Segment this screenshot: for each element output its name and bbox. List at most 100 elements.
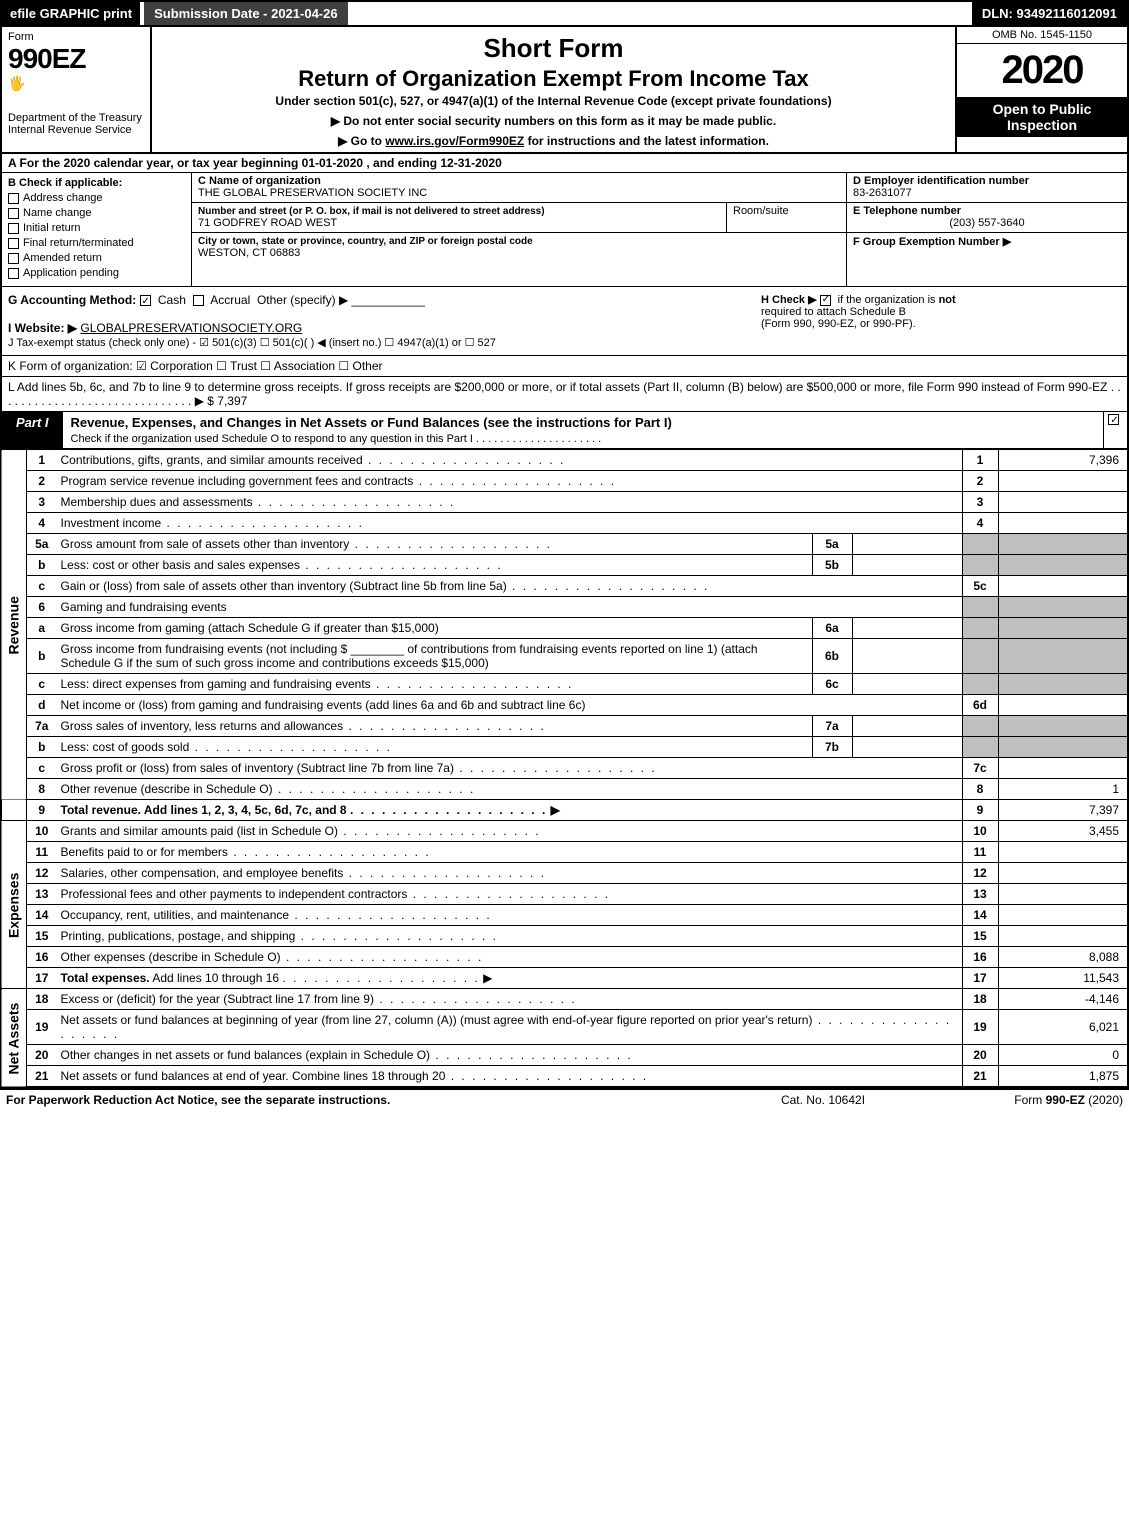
line-1-value: 7,396 xyxy=(998,450,1128,471)
row-k: K Form of organization: ☑ Corporation ☐ … xyxy=(0,356,1129,377)
line-15: 15 Printing, publications, postage, and … xyxy=(1,926,1128,947)
group-label: F Group Exemption Number ▶ xyxy=(853,236,1011,248)
org-name-label: C Name of organization xyxy=(198,175,321,187)
col-c-orginfo: C Name of organization THE GLOBAL PRESER… xyxy=(192,173,847,286)
ssn-note: ▶ Do not enter social security numbers o… xyxy=(160,114,947,128)
omb-number: OMB No. 1545-1150 xyxy=(957,27,1127,44)
check-initial-return[interactable]: Initial return xyxy=(8,222,185,234)
line-5c: c Gain or (loss) from sale of assets oth… xyxy=(1,576,1128,597)
line-19: 19 Net assets or fund balances at beginn… xyxy=(1,1010,1128,1045)
city-label: City or town, state or province, country… xyxy=(198,236,533,247)
h-text3: (Form 990, 990-EZ, or 990-PF). xyxy=(761,318,916,330)
revenue-vlabel: Revenue xyxy=(1,450,27,800)
irs-label: Internal Revenue Service xyxy=(8,124,144,136)
check-accrual[interactable] xyxy=(193,295,204,306)
h-text2: required to attach Schedule B xyxy=(761,306,906,318)
line-10-value: 3,455 xyxy=(998,821,1128,842)
check-final-return[interactable]: Final return/terminated xyxy=(8,237,185,249)
short-form-title: Short Form xyxy=(160,33,947,64)
line-18: Net Assets 18 Excess or (deficit) for th… xyxy=(1,989,1128,1010)
line-13: 13 Professional fees and other payments … xyxy=(1,884,1128,905)
tax-exempt-status: J Tax-exempt status (check only one) - ☑… xyxy=(8,337,496,349)
check-address-change[interactable]: Address change xyxy=(8,192,185,204)
row-l: L Add lines 5b, 6c, and 7b to line 9 to … xyxy=(0,377,1129,411)
line-6a: a Gross income from gaming (attach Sched… xyxy=(1,618,1128,639)
row-l-text: L Add lines 5b, 6c, and 7b to line 9 to … xyxy=(8,380,1121,408)
header-left: Form 990EZ 🖐 Department of the Treasury … xyxy=(2,27,152,152)
part-i-label: Part I xyxy=(2,412,63,448)
subtitle: Under section 501(c), 527, or 4947(a)(1)… xyxy=(160,94,947,108)
row-l-amount: 7,397 xyxy=(217,394,247,408)
group-exemption-cell: F Group Exemption Number ▶ xyxy=(847,233,1127,263)
line-6d: d Net income or (loss) from gaming and f… xyxy=(1,695,1128,716)
expenses-vlabel: Expenses xyxy=(1,821,27,989)
line-8: 8 Other revenue (describe in Schedule O)… xyxy=(1,779,1128,800)
check-name-change[interactable]: Name change xyxy=(8,207,185,219)
check-application-pending[interactable]: Application pending xyxy=(8,267,185,279)
line-16-value: 8,088 xyxy=(998,947,1128,968)
header-center: Short Form Return of Organization Exempt… xyxy=(152,27,957,152)
row-h: H Check ▶ if the organization is not req… xyxy=(761,293,1121,349)
part-i-check[interactable] xyxy=(1103,412,1127,448)
website-label: I Website: ▶ xyxy=(8,321,77,335)
line-6c: c Less: direct expenses from gaming and … xyxy=(1,674,1128,695)
h-text-not: if the organization is not xyxy=(838,294,956,306)
line-7c: c Gross profit or (loss) from sales of i… xyxy=(1,758,1128,779)
row-a-taxyear: A For the 2020 calendar year, or tax yea… xyxy=(0,154,1129,173)
phone-value: (203) 557-3640 xyxy=(853,217,1121,229)
g-label: G Accounting Method: xyxy=(8,293,136,307)
col-b-checkboxes: B Check if applicable: Address change Na… xyxy=(2,173,192,286)
part-i-title: Revenue, Expenses, and Changes in Net As… xyxy=(63,412,1103,448)
ein-label: D Employer identification number xyxy=(853,175,1029,187)
col-d-right: D Employer identification number 83-2631… xyxy=(847,173,1127,286)
addr-label: Number and street (or P. O. box, if mail… xyxy=(198,206,545,217)
ein-cell: D Employer identification number 83-2631… xyxy=(847,173,1127,203)
h-label: H Check ▶ xyxy=(761,294,817,306)
line-17: 17 Total expenses. Add lines 10 through … xyxy=(1,968,1128,989)
phone-label: E Telephone number xyxy=(853,205,961,217)
page-footer: For Paperwork Reduction Act Notice, see … xyxy=(0,1088,1129,1110)
line-2: 2 Program service revenue including gove… xyxy=(1,471,1128,492)
submission-date-button[interactable]: Submission Date - 2021-04-26 xyxy=(144,2,348,25)
open-public-box: Open to Public Inspection xyxy=(957,97,1127,137)
accounting-method: G Accounting Method: Cash Accrual Other … xyxy=(8,293,761,349)
line-4: 4 Investment income 4 xyxy=(1,513,1128,534)
return-title: Return of Organization Exempt From Incom… xyxy=(160,66,947,92)
org-name-cell: C Name of organization THE GLOBAL PRESER… xyxy=(192,173,846,203)
line-18-value: -4,146 xyxy=(998,989,1128,1010)
top-bar: efile GRAPHIC print Submission Date - 20… xyxy=(0,0,1129,27)
check-cash[interactable] xyxy=(140,295,151,306)
line-10: Expenses 10 Grants and similar amounts p… xyxy=(1,821,1128,842)
line-7b: b Less: cost of goods sold 7b xyxy=(1,737,1128,758)
line-9: 9 Total revenue. Add lines 1, 2, 3, 4, 5… xyxy=(1,800,1128,821)
info-grid: B Check if applicable: Address change Na… xyxy=(0,173,1129,287)
line-6b: b Gross income from fundraising events (… xyxy=(1,639,1128,674)
row-gh: G Accounting Method: Cash Accrual Other … xyxy=(0,287,1129,356)
line-7a: 7a Gross sales of inventory, less return… xyxy=(1,716,1128,737)
website-value[interactable]: GLOBALPRESERVATIONSOCIETY.ORG xyxy=(80,321,302,335)
topbar-left: efile GRAPHIC print Submission Date - 20… xyxy=(2,2,348,25)
line-11: 11 Benefits paid to or for members 11 xyxy=(1,842,1128,863)
addr-value: 71 GODFREY ROAD WEST xyxy=(198,217,337,229)
other-specify: Other (specify) ▶ xyxy=(257,293,348,307)
line-17-value: 11,543 xyxy=(998,968,1128,989)
line-12: 12 Salaries, other compensation, and emp… xyxy=(1,863,1128,884)
dln-label: DLN: 93492116012091 xyxy=(972,2,1127,25)
org-city-cell: City or town, state or province, country… xyxy=(192,233,846,263)
form-header: Form 990EZ 🖐 Department of the Treasury … xyxy=(0,27,1129,154)
footer-cat: Cat. No. 10642I xyxy=(723,1093,923,1107)
room-suite: Room/suite xyxy=(726,203,846,232)
line-19-value: 6,021 xyxy=(998,1010,1128,1045)
part-i-header: Part I Revenue, Expenses, and Changes in… xyxy=(0,411,1129,450)
org-name-value: THE GLOBAL PRESERVATION SOCIETY INC xyxy=(198,187,427,199)
efile-button[interactable]: efile GRAPHIC print xyxy=(2,2,140,25)
line-14: 14 Occupancy, rent, utilities, and maint… xyxy=(1,905,1128,926)
check-h[interactable] xyxy=(820,295,831,306)
check-amended-return[interactable]: Amended return xyxy=(8,252,185,264)
line-21-value: 1,875 xyxy=(998,1066,1128,1088)
city-value: WESTON, CT 06883 xyxy=(198,247,300,259)
line-20: 20 Other changes in net assets or fund b… xyxy=(1,1045,1128,1066)
irs-link[interactable]: www.irs.gov/Form990EZ xyxy=(385,134,524,148)
header-right: OMB No. 1545-1150 2020 Open to Public In… xyxy=(957,27,1127,152)
form-number: 990EZ xyxy=(8,43,144,75)
